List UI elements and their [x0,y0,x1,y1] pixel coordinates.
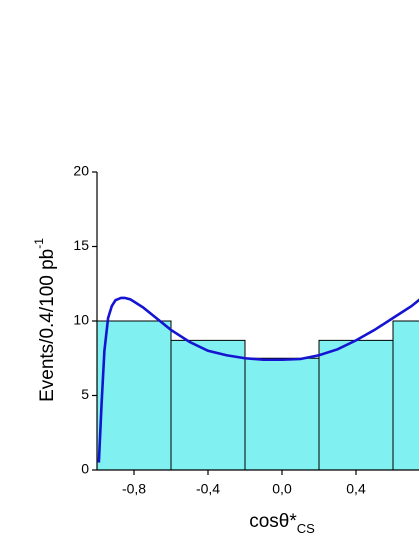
x-tick-label: -0,4 [196,481,220,497]
y-tick-label: 0 [81,461,89,477]
histogram-bar [244,357,320,471]
x-axis-label: cosθ*CS [249,511,315,536]
y-axis-label: Events/0.4/100 pb-1 [32,238,58,402]
y-tick-label: 10 [73,312,89,328]
fit-curve [97,296,419,463]
x-tick-label: 0,0 [272,481,292,497]
x-axis-label-main: cosθ* [249,511,297,532]
y-tick-label: 20 [73,163,89,179]
histogram-bar [318,339,394,471]
x-axis-label-sub: CS [297,521,315,536]
x-tick-label: -0,8 [122,481,146,497]
x-tick-label: 0,4 [346,481,366,497]
y-axis-label-main: Events/0.4/100 pb [37,249,58,402]
y-tick-label: 5 [81,386,89,402]
histogram-bar [96,320,172,471]
histogram-bar [392,320,419,471]
y-tick-label: 15 [73,237,89,253]
histogram-bar [170,339,246,471]
y-axis-label-sup: -1 [32,238,46,249]
